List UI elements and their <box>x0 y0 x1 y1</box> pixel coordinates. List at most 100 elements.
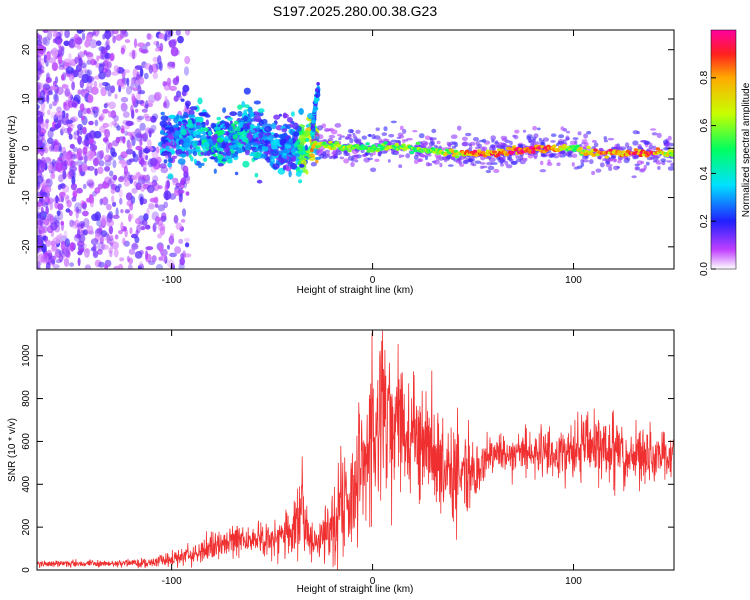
heatmap-cell <box>53 145 59 153</box>
heatmap-cell <box>192 150 198 157</box>
heatmap-cell <box>61 125 65 132</box>
heatmap-cell <box>64 30 70 39</box>
heatmap-cell <box>322 151 327 157</box>
heatmap-cell <box>439 162 443 168</box>
heatmap-cell <box>143 213 149 221</box>
y-tick-label: 200 <box>21 518 32 535</box>
heatmap-cell <box>68 52 72 63</box>
heatmap-cell <box>102 60 109 70</box>
heatmap-cell <box>104 68 112 78</box>
heatmap-cell <box>261 145 269 152</box>
heatmap-cell <box>151 113 159 120</box>
heatmap-cell <box>272 163 280 170</box>
heatmap-cell <box>59 191 65 197</box>
heatmap-cell <box>412 130 418 133</box>
heatmap-cell <box>213 126 221 131</box>
heatmap-cell <box>137 134 145 139</box>
colorbar: 0.0 0.2 0.4 0.6 0.8 Normalized spectral ampl… <box>699 29 750 276</box>
heatmap-cell <box>634 163 640 167</box>
heatmap-cell <box>76 129 80 137</box>
heatmap-cell <box>433 159 440 165</box>
heatmap-cell <box>339 135 345 138</box>
heatmap-cell <box>479 162 486 165</box>
heatmap-cell <box>183 171 189 179</box>
heatmap-cell <box>110 189 115 195</box>
heatmap-cell <box>281 150 289 154</box>
heatmap-cell <box>151 255 157 263</box>
heatmap-cell <box>88 130 97 139</box>
heatmap-cell <box>578 146 583 151</box>
heatmap-cell <box>254 172 259 178</box>
heatmap-cell <box>143 174 150 182</box>
heatmap-cell <box>611 158 618 162</box>
heatmap-cell <box>83 50 87 55</box>
heatmap-cell <box>54 201 60 209</box>
heatmap-cell <box>469 158 474 163</box>
heatmap-cell <box>250 129 256 133</box>
heatmap-cell <box>595 168 602 173</box>
heatmap-cell <box>112 184 116 191</box>
heatmap-cell <box>141 108 148 113</box>
heatmap-cell <box>175 143 180 150</box>
heatmap-cell <box>671 152 674 156</box>
heatmap-cell <box>572 137 579 141</box>
heatmap-cell <box>604 155 609 159</box>
heatmap-cell <box>60 46 65 56</box>
heatmap-cell <box>86 82 90 92</box>
heatmap-cell <box>183 142 191 148</box>
heatmap-cell <box>613 165 620 171</box>
heatmap-cell <box>156 216 162 222</box>
heatmap-cell <box>170 233 175 238</box>
heatmap-cell <box>538 137 543 142</box>
heatmap-cell <box>289 129 294 136</box>
heatmap-cell <box>133 38 138 49</box>
heatmap-cell <box>640 160 645 165</box>
heatmap-cell <box>56 106 62 113</box>
heatmap-cell <box>54 252 61 258</box>
heatmap-cell <box>64 238 71 248</box>
heatmap-cell <box>670 149 674 153</box>
heatmap-cell <box>298 109 304 114</box>
heatmap-cell <box>118 230 123 235</box>
heatmap-cell <box>65 66 74 75</box>
heatmap-cell <box>57 40 62 49</box>
heatmap-cell <box>461 141 468 147</box>
heatmap-cell <box>88 138 95 144</box>
heatmap-cell <box>532 125 537 131</box>
heatmap-cell <box>136 171 141 178</box>
heatmap-cell <box>291 155 297 162</box>
heatmap-cell <box>98 116 104 121</box>
heatmap-cell <box>616 143 620 148</box>
heatmap-cell <box>224 156 230 160</box>
heatmap-cell <box>171 61 176 69</box>
heatmap-cell <box>232 134 239 140</box>
heatmap-cell <box>119 159 127 165</box>
heatmap-cell <box>289 163 298 170</box>
heatmap-cell <box>70 183 77 191</box>
heatmap-cell <box>565 135 570 141</box>
heatmap-cell <box>445 154 452 159</box>
heatmap-cell <box>70 123 75 129</box>
heatmap-cell <box>406 137 413 141</box>
heatmap-cell <box>217 129 225 135</box>
heatmap-cell <box>334 123 342 128</box>
heatmap-cell <box>212 147 216 152</box>
heatmap-cell <box>135 108 139 113</box>
heatmap-cell <box>114 93 118 100</box>
heatmap-cell <box>41 199 46 207</box>
heatmap-cell <box>144 224 151 230</box>
heatmap-cell <box>92 191 97 197</box>
heatmap-cell <box>92 244 97 251</box>
heatmap-cell <box>92 30 100 37</box>
heatmap-cell <box>37 167 41 175</box>
heatmap-cell <box>163 152 168 156</box>
heatmap-cell <box>368 133 372 138</box>
heatmap-cell <box>153 40 160 46</box>
heatmap-cell <box>57 196 64 203</box>
heatmap-cell <box>442 156 446 161</box>
heatmap-cell <box>51 62 59 72</box>
heatmap-cell <box>195 135 202 139</box>
heatmap-cell <box>44 157 52 162</box>
